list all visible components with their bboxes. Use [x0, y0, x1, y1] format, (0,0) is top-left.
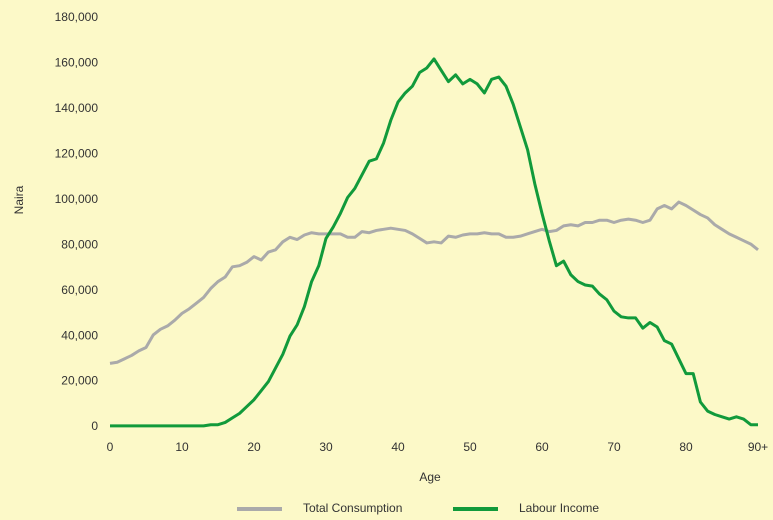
x-tick-label: 40	[391, 440, 405, 454]
y-tick-label: 140,000	[55, 101, 99, 115]
x-tick-label: 90+	[748, 440, 768, 454]
y-tick-label: 120,000	[55, 147, 99, 161]
y-tick-label: 160,000	[55, 56, 99, 70]
legend-label: Labour Income	[519, 501, 599, 515]
x-tick-label: 20	[247, 440, 261, 454]
legend-label: Total Consumption	[303, 501, 402, 515]
x-tick-label: 0	[107, 440, 114, 454]
x-tick-label: 50	[463, 440, 477, 454]
series-line	[110, 57, 758, 428]
x-tick-label: 60	[535, 440, 549, 454]
y-axis-label: Naira	[12, 185, 26, 214]
x-axis-label: Age	[419, 470, 441, 484]
y-tick-label: 180,000	[55, 10, 99, 24]
y-tick-label: 80,000	[61, 237, 98, 251]
x-tick-label: 70	[607, 440, 621, 454]
x-tick-label: 80	[679, 440, 693, 454]
y-tick-label: 60,000	[61, 283, 98, 297]
x-tick-label: 30	[319, 440, 333, 454]
y-tick-label: 100,000	[55, 192, 99, 206]
x-tick-label: 10	[175, 440, 189, 454]
y-tick-label: 40,000	[61, 328, 98, 342]
y-tick-label: 0	[91, 419, 98, 433]
y-tick-label: 20,000	[61, 374, 98, 388]
series-line	[109, 200, 759, 365]
